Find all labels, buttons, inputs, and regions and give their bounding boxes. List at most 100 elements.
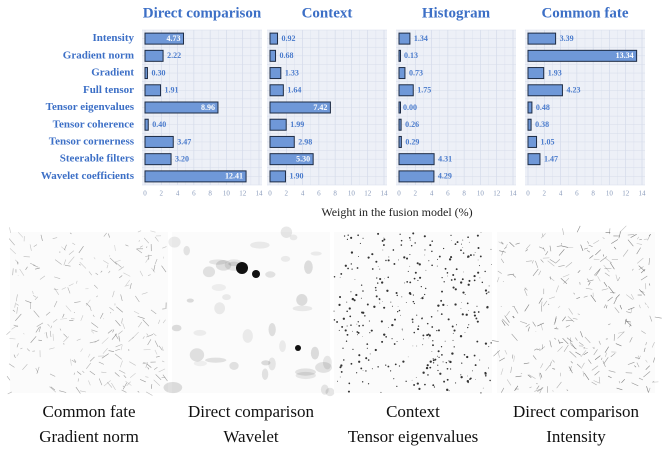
value-label: 0.92 — [281, 34, 295, 43]
image-texture — [366, 347, 368, 349]
image-texture — [407, 356, 409, 358]
bar — [527, 101, 533, 114]
image-texture — [397, 310, 399, 313]
image-texture — [361, 311, 363, 314]
image-texture — [15, 259, 20, 264]
category-label: Tensor eigenvalues — [46, 101, 135, 113]
image-texture — [439, 372, 442, 375]
image-texture — [158, 345, 163, 351]
image-texture — [449, 360, 452, 364]
image-texture — [525, 249, 529, 252]
image-texture — [441, 276, 443, 279]
image-texture — [119, 360, 123, 368]
image-texture — [462, 239, 464, 241]
image-texture — [92, 314, 95, 317]
image-texture — [462, 252, 465, 254]
image-texture — [447, 318, 450, 321]
image-texture — [532, 355, 537, 360]
image-texture — [112, 290, 115, 298]
image-texture — [601, 288, 609, 291]
image-texture — [377, 282, 379, 284]
image-texture — [49, 386, 57, 393]
image-texture — [147, 274, 151, 276]
image-texture — [590, 294, 597, 302]
image-texture — [110, 312, 112, 314]
value-label: 1.75 — [417, 86, 431, 95]
x-tick-label: 2 — [414, 190, 418, 198]
image-texture — [475, 317, 478, 320]
image-texture — [446, 275, 448, 277]
image-texture — [542, 247, 546, 252]
image-texture — [569, 351, 577, 358]
image-texture — [442, 361, 444, 363]
image-texture — [13, 324, 19, 328]
image-texture — [460, 374, 462, 376]
image-texture — [98, 361, 104, 365]
image-texture — [145, 362, 148, 368]
image-texture — [35, 267, 40, 270]
image-texture — [333, 319, 336, 321]
image-texture — [488, 285, 490, 287]
image-texture — [441, 290, 443, 293]
image-texture — [427, 333, 430, 336]
image-texture — [352, 348, 354, 350]
image-texture — [364, 315, 366, 317]
image-texture — [450, 256, 453, 259]
image-texture — [593, 380, 600, 384]
image-texture — [91, 322, 99, 328]
image-texture — [586, 250, 591, 253]
image-texture — [114, 353, 123, 360]
image-texture — [378, 298, 381, 300]
image-texture — [548, 303, 550, 306]
image-texture — [22, 363, 28, 371]
image-texture — [383, 306, 386, 309]
image-texture — [292, 305, 313, 312]
image-texture — [479, 255, 482, 258]
image-texture — [382, 301, 383, 302]
image-texture — [609, 262, 615, 270]
bar — [398, 153, 435, 166]
image-texture — [215, 260, 232, 271]
image-caption: Common fate — [42, 402, 135, 421]
image-texture — [505, 243, 508, 249]
image-texture — [38, 339, 43, 341]
image-texture — [350, 236, 353, 239]
image-texture — [580, 331, 583, 338]
image-texture — [538, 270, 542, 276]
image-texture — [73, 359, 77, 363]
image-texture — [357, 334, 358, 336]
image-texture — [572, 317, 578, 320]
image-texture — [575, 351, 581, 356]
image-texture — [515, 375, 522, 378]
image-texture — [379, 302, 381, 304]
image-texture — [534, 348, 538, 351]
image-texture — [16, 307, 18, 314]
image-texture — [422, 338, 424, 340]
image-texture — [482, 387, 484, 389]
image-texture — [467, 375, 469, 377]
image-texture — [545, 364, 551, 371]
panel-title: Direct comparison — [143, 5, 262, 21]
image-texture — [412, 232, 415, 235]
x-tick-label: 0 — [526, 190, 530, 198]
image-texture — [443, 380, 446, 383]
image-texture — [350, 263, 352, 265]
image-texture — [54, 276, 61, 279]
bar — [144, 101, 219, 114]
image-texture — [142, 362, 146, 364]
image-texture — [295, 368, 316, 376]
image-texture — [461, 278, 464, 281]
image-texture — [365, 370, 367, 372]
bar — [144, 49, 164, 62]
image-texture — [444, 340, 446, 342]
image-texture — [209, 259, 227, 265]
image-texture — [558, 339, 560, 344]
image-texture — [357, 331, 360, 334]
category-label: Tensor cornerness — [49, 135, 135, 147]
image-texture — [115, 259, 121, 263]
image-texture — [340, 370, 343, 373]
image-texture — [141, 292, 148, 295]
image-texture — [114, 372, 120, 377]
image-texture — [14, 302, 16, 308]
x-tick-label: 8 — [462, 190, 466, 198]
